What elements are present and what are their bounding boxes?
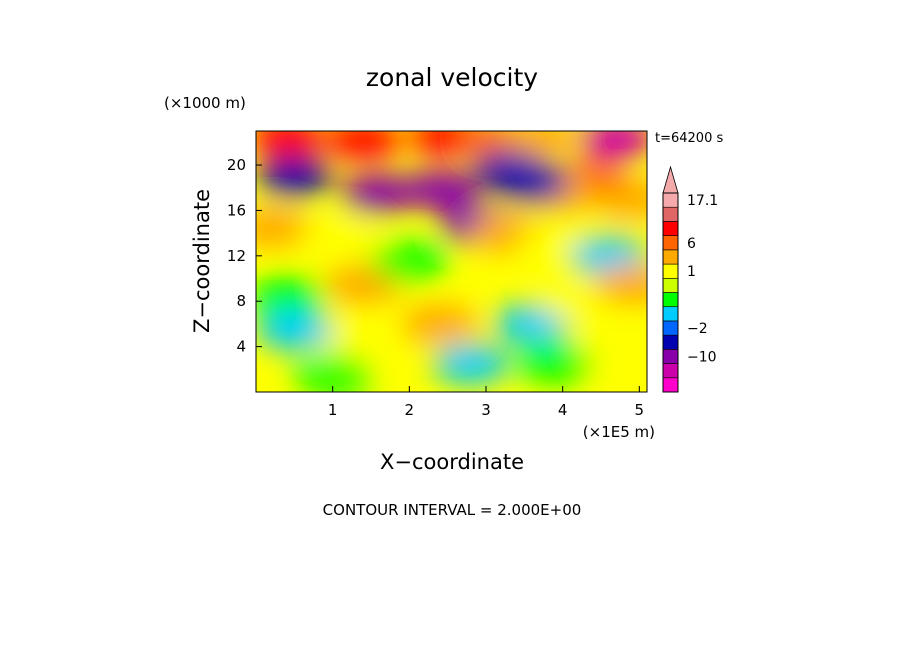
colorbar-label: 17.1	[687, 193, 718, 209]
colorbar-segment	[662, 306, 679, 322]
x-axis-label: X−coordinate	[380, 450, 524, 474]
colorbar-segment	[662, 206, 679, 222]
x-unit-label: (×1E5 m)	[583, 423, 655, 441]
x-tick-label: 1	[328, 401, 338, 419]
field-region-23	[402, 303, 478, 344]
field-region-16	[302, 218, 379, 259]
colorbar-segment	[662, 277, 679, 293]
field-region-8	[593, 179, 647, 220]
field-region-4	[501, 131, 578, 158]
field-region-9	[340, 173, 417, 214]
field-region-5	[578, 131, 647, 159]
contour-interval-text: CONTOUR INTERVAL = 2.000E+00	[323, 501, 582, 519]
field-region-0	[256, 131, 325, 157]
colorbar-segment	[662, 349, 679, 364]
colorbar-segment	[662, 292, 679, 308]
time-label: t=64200 s	[655, 131, 723, 146]
colorbar-segment	[662, 192, 679, 208]
chart-title: zonal velocity	[366, 63, 538, 92]
y-tick-label: 8	[236, 292, 246, 310]
colorbar-segment	[662, 221, 679, 236]
y-axis: 4 8 12 16 20	[227, 156, 262, 356]
colorbar-segment	[662, 334, 679, 350]
y-axis-label: Z−coordinate	[190, 189, 214, 333]
colorbar-label: −2	[687, 321, 708, 337]
field-region-14	[494, 162, 570, 203]
colorbar-segment	[662, 235, 679, 251]
colorbar: 17.1 6 1 −2 −10	[662, 165, 718, 393]
x-axis: 1 2 3 4 5	[328, 386, 644, 419]
plot-frame	[255, 130, 648, 393]
colorbar-segment	[662, 377, 679, 393]
x-tick-label: 3	[481, 401, 491, 419]
field-region-25	[256, 309, 333, 350]
y-tick-label: 20	[227, 156, 246, 174]
colorbar-over-arrow	[662, 165, 679, 194]
y-tick-label: 12	[227, 247, 246, 265]
y-unit-label: (×1000 m)	[164, 94, 246, 112]
colorbar-label: 1	[687, 264, 696, 280]
field-region-31	[294, 354, 371, 392]
y-tick-label: 16	[227, 201, 246, 219]
colorbar-segment	[662, 249, 679, 265]
velocity-field	[256, 131, 647, 392]
field-region-32	[593, 264, 647, 305]
field-blob-group	[256, 131, 647, 392]
x-tick-label: 5	[635, 401, 645, 419]
field-region-10	[402, 170, 478, 211]
field-region-30	[517, 343, 593, 384]
colorbar-segment	[662, 363, 679, 379]
plot-area	[255, 130, 648, 393]
field-region-1	[325, 131, 402, 161]
colorbar-frame	[662, 192, 679, 393]
colorbar-segment	[662, 263, 679, 279]
field-region-22	[256, 275, 325, 316]
colorbar-label: −10	[687, 349, 717, 365]
colorbar-label: 6	[687, 236, 696, 252]
field-region-28	[578, 326, 647, 367]
x-tick-label: 2	[405, 401, 415, 419]
field-region-29	[432, 343, 509, 384]
y-tick-label: 4	[236, 338, 246, 356]
colorbar-segment	[662, 320, 679, 336]
field-region-12	[256, 156, 333, 197]
field-region-15	[256, 207, 310, 248]
field-region-21	[371, 241, 448, 282]
x-tick-label: 4	[558, 401, 568, 419]
